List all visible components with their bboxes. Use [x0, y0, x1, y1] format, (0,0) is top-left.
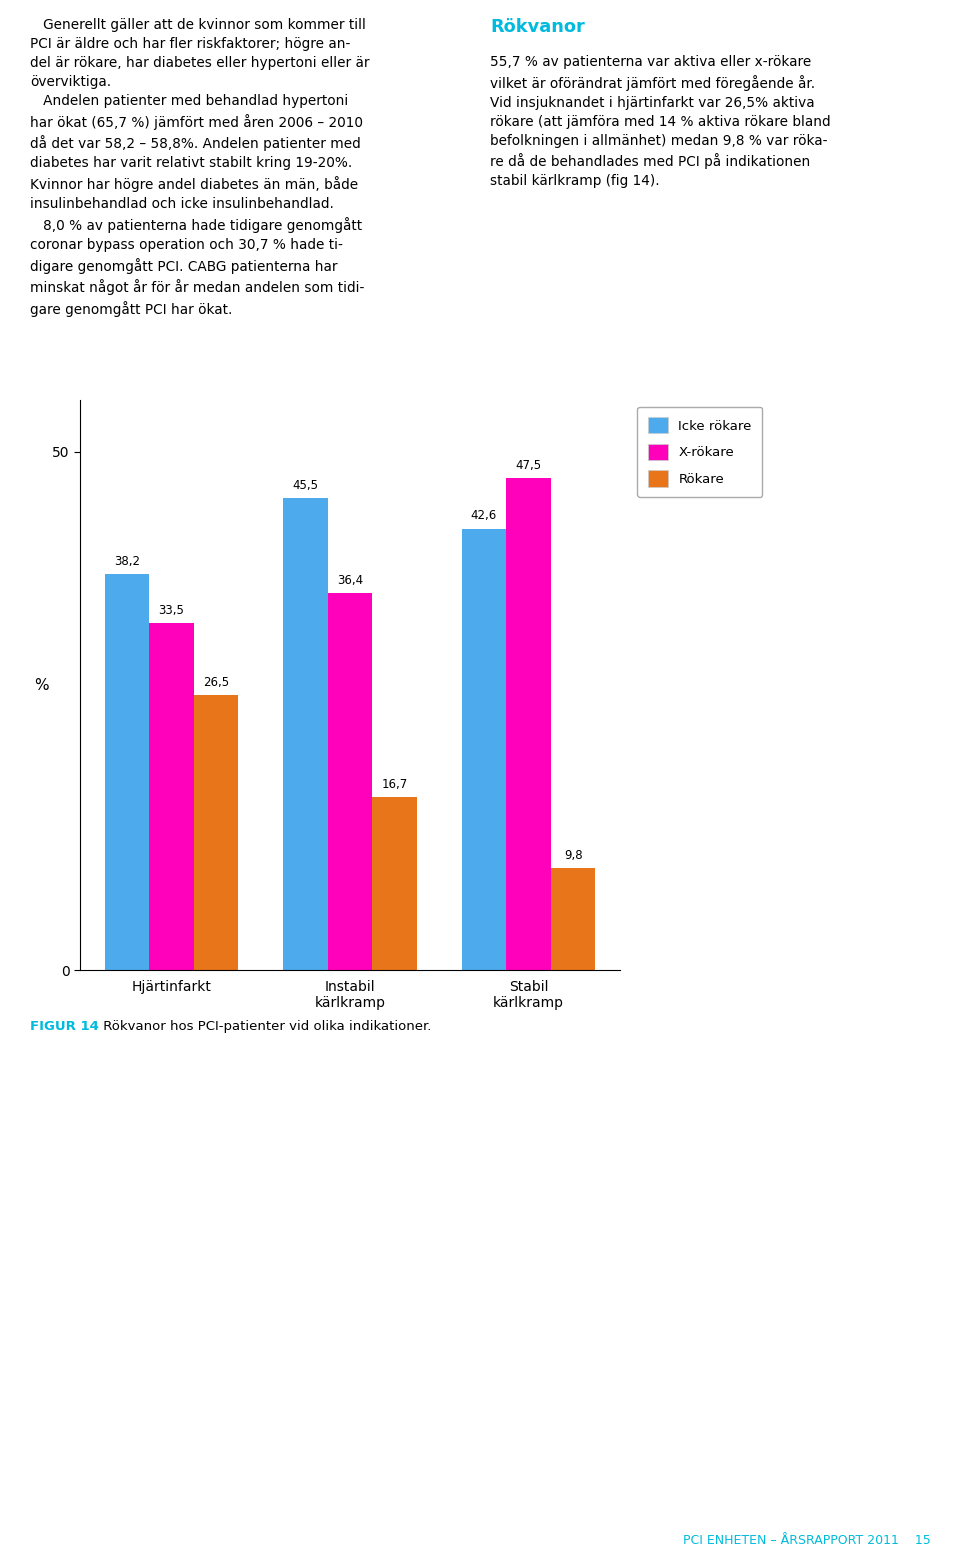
Legend: Icke rökare, X-rökare, Rökare: Icke rökare, X-rökare, Rökare [637, 407, 762, 497]
Bar [194, 695, 238, 970]
Bar [462, 529, 506, 970]
Text: 47,5: 47,5 [516, 458, 541, 471]
Text: 45,5: 45,5 [293, 479, 319, 493]
Bar [506, 477, 551, 970]
Bar [327, 592, 372, 970]
Text: 42,6: 42,6 [470, 510, 497, 522]
Text: 33,5: 33,5 [158, 603, 184, 617]
Text: 36,4: 36,4 [337, 574, 363, 586]
Text: 55,7 % av patienterna var aktiva eller x-rökare
vilket är oförändrat jämfört med: 55,7 % av patienterna var aktiva eller x… [490, 55, 830, 189]
Text: Rökvanor hos PCI-patienter vid olika indikationer.: Rökvanor hos PCI-patienter vid olika ind… [99, 1020, 431, 1034]
Bar [105, 574, 149, 970]
Y-axis label: %: % [34, 678, 48, 692]
Text: 9,8: 9,8 [564, 850, 583, 862]
Text: Rökvanor: Rökvanor [490, 19, 585, 36]
Text: Generellt gäller att de kvinnor som kommer till
PCI är äldre och har fler riskfa: Generellt gäller att de kvinnor som komm… [30, 19, 370, 316]
Text: 38,2: 38,2 [114, 555, 140, 567]
Text: FIGUR 14: FIGUR 14 [30, 1020, 99, 1034]
Text: 26,5: 26,5 [204, 677, 229, 689]
Bar [372, 797, 417, 970]
Bar [149, 622, 194, 970]
Text: 16,7: 16,7 [381, 778, 408, 790]
Text: PCI ENHETEN – ÅRSRAPPORT 2011    15: PCI ENHETEN – ÅRSRAPPORT 2011 15 [684, 1534, 931, 1547]
Bar [283, 499, 327, 970]
Bar [551, 868, 595, 970]
